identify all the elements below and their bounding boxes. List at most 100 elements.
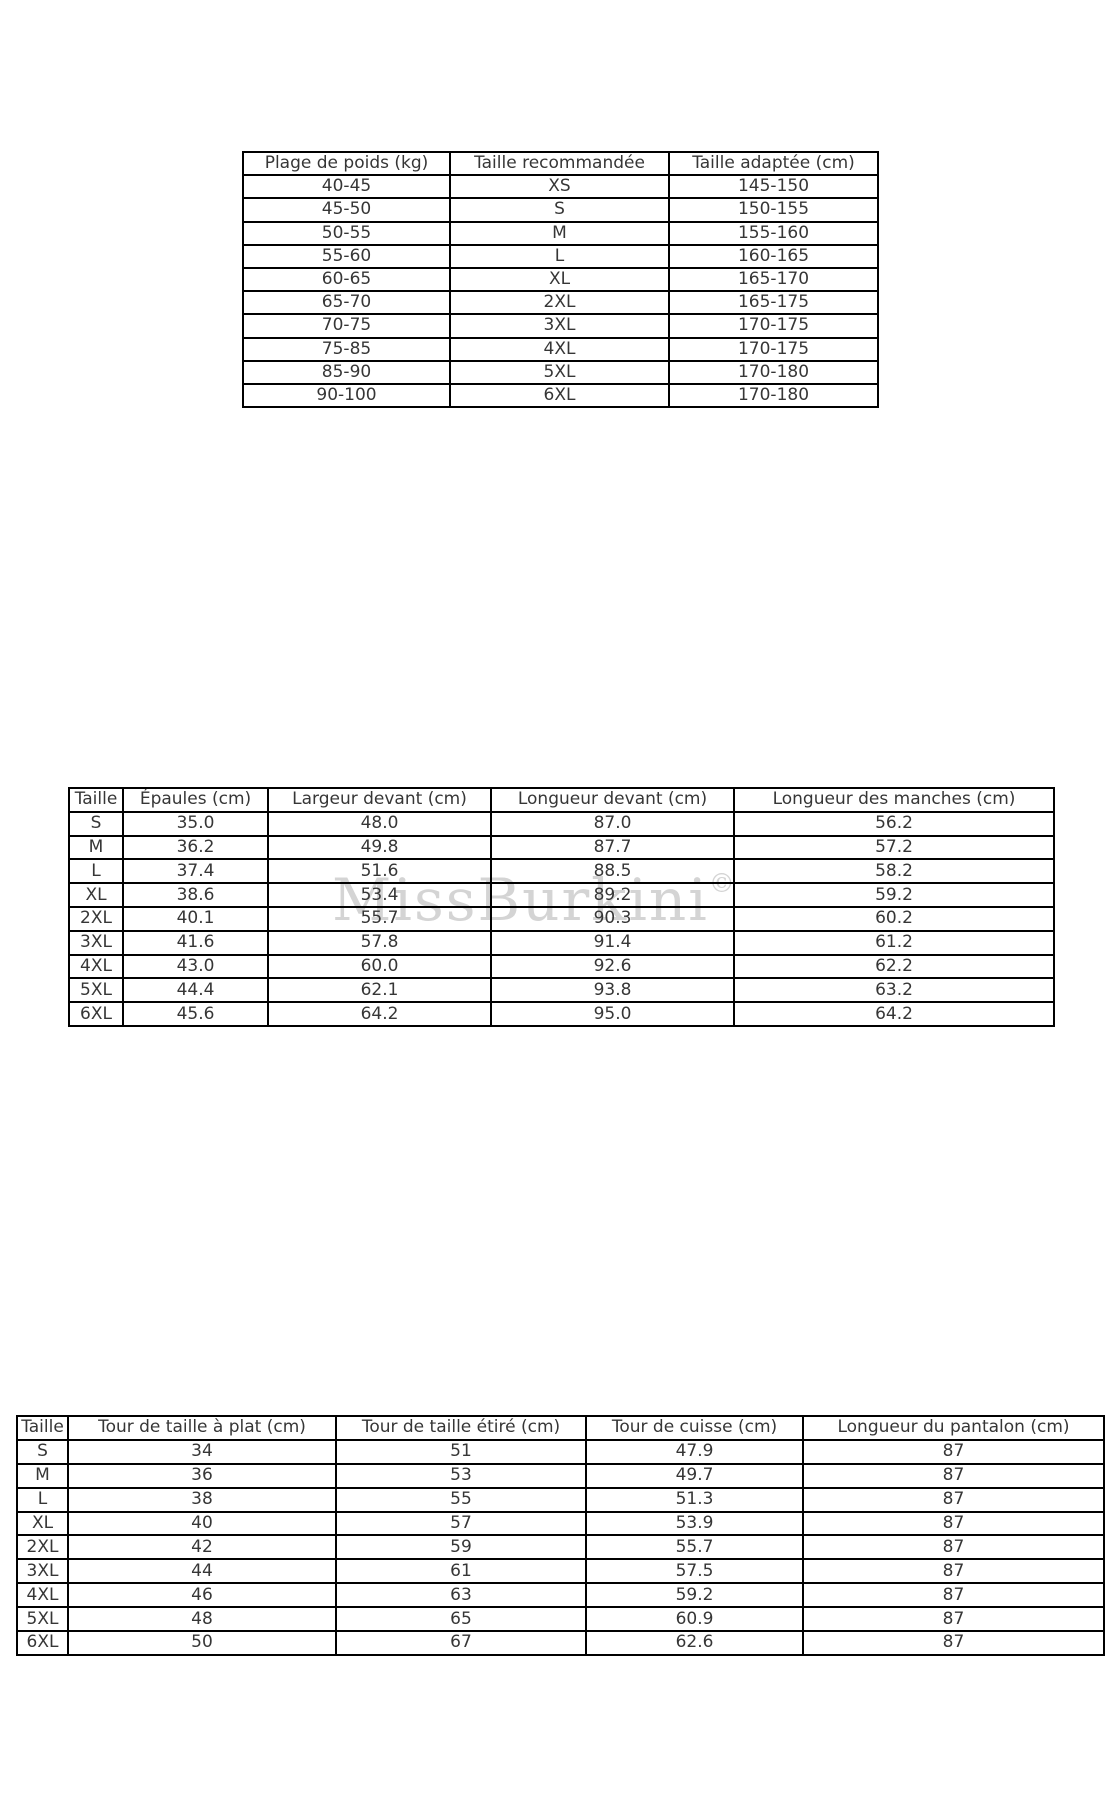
table-row: M 36.2 49.8 87.7 57.2 xyxy=(68,834,1055,861)
table-cell: 51.6 xyxy=(267,858,492,885)
header-row: Taille Épaules (cm) Largeur devant (cm) Lon… xyxy=(68,787,1055,813)
table-cell: 59.2 xyxy=(585,1582,804,1609)
table-cell: 165-170 xyxy=(668,266,879,293)
table-cell: 57.5 xyxy=(585,1558,804,1585)
table-cell: 64.2 xyxy=(733,1001,1055,1027)
table-cell: 37.4 xyxy=(122,858,269,885)
table-cell: 57.8 xyxy=(267,929,492,956)
table-cell: 40-45 xyxy=(242,174,451,200)
table-row: 6XL 45.6 64.2 95.0 64.2 xyxy=(68,1001,1055,1027)
table-cell: 87.0 xyxy=(490,810,735,837)
table-cell: 89.2 xyxy=(490,882,735,908)
table-cell: 93.8 xyxy=(490,977,735,1004)
table-cell: 65 xyxy=(335,1606,587,1633)
table-cell: 55.7 xyxy=(267,905,492,932)
table-cell: 150-155 xyxy=(668,197,879,223)
table-cell: 87 xyxy=(802,1582,1105,1609)
table-cell: 91.4 xyxy=(490,929,735,956)
table-cell: 87 xyxy=(802,1558,1105,1585)
table-cell: 5XL xyxy=(449,359,670,385)
table-cell: 62.6 xyxy=(585,1630,804,1656)
column-header: Largeur devant (cm) xyxy=(267,787,492,813)
table-row: L 37.4 51.6 88.5 58.2 xyxy=(68,858,1055,885)
column-header: Longueur du pantalon (cm) xyxy=(802,1415,1105,1441)
header-row: Taille Tour de taille à plat (cm) Tour de … xyxy=(16,1415,1105,1441)
column-header: Tour de taille à plat (cm) xyxy=(67,1415,337,1441)
table-cell: 63 xyxy=(335,1582,587,1609)
table-cell: 60-65 xyxy=(242,266,451,293)
table-cell: 43.0 xyxy=(122,953,269,980)
table-cell: 85-90 xyxy=(242,359,451,385)
table-cell: 3XL xyxy=(68,929,124,956)
table-cell: 35.0 xyxy=(122,810,269,837)
column-header: Tour de cuisse (cm) xyxy=(585,1415,804,1441)
table-cell: 155-160 xyxy=(668,220,879,246)
table-cell: 160-165 xyxy=(668,243,879,269)
table-cell: 2XL xyxy=(449,290,670,316)
table-cell: L xyxy=(16,1486,69,1513)
table-cell: 2XL xyxy=(16,1534,69,1561)
table-cell: 47.9 xyxy=(585,1438,804,1465)
table-cell: 5XL xyxy=(68,977,124,1004)
column-header: Taille adaptée (cm) xyxy=(668,150,879,177)
table-cell: 49.8 xyxy=(267,834,492,861)
table-cell: 40 xyxy=(67,1510,337,1537)
table-cell: 87 xyxy=(802,1462,1105,1489)
table-cell: 62.1 xyxy=(267,977,492,1004)
table-cell: 75-85 xyxy=(242,336,451,362)
table-cell: 65-70 xyxy=(242,290,451,316)
table-row: 5XL 44.4 62.1 93.8 63.2 xyxy=(68,977,1055,1004)
table-cell: L xyxy=(68,858,124,885)
table-cell: 55.7 xyxy=(585,1534,804,1561)
table-cell: 64.2 xyxy=(267,1001,492,1027)
table-cell: M xyxy=(16,1462,69,1489)
table-cell: 87 xyxy=(802,1534,1105,1561)
table-cell: 60.0 xyxy=(267,953,492,980)
table-cell: 87 xyxy=(802,1630,1105,1656)
table-cell: 48 xyxy=(67,1606,337,1633)
table-cell: 92.6 xyxy=(490,953,735,980)
column-header: Taille xyxy=(16,1415,69,1441)
table-row: L 38 55 51.3 87 xyxy=(16,1486,1105,1513)
table-row: 85-90 5XL 170-180 xyxy=(242,359,879,385)
table-row: 75-85 4XL 170-175 xyxy=(242,336,879,362)
table-cell: 4XL xyxy=(449,336,670,362)
table-cell: 38 xyxy=(67,1486,337,1513)
table-row: 3XL 44 61 57.5 87 xyxy=(16,1558,1105,1585)
table-cell: 87 xyxy=(802,1510,1105,1537)
table-cell: XL xyxy=(68,882,124,908)
table-cell: 87 xyxy=(802,1486,1105,1513)
table-cell: 59 xyxy=(335,1534,587,1561)
table-row: 2XL 40.1 55.7 90.3 60.2 xyxy=(68,905,1055,932)
table-cell: 87 xyxy=(802,1438,1105,1465)
table-row: 45-50 S 150-155 xyxy=(242,197,879,223)
table-cell: 59.2 xyxy=(733,882,1055,908)
table-cell: 6XL xyxy=(68,1001,124,1027)
column-header: Longueur des manches (cm) xyxy=(733,787,1055,813)
table-cell: 58.2 xyxy=(733,858,1055,885)
table-cell: 145-150 xyxy=(668,174,879,200)
table-cell: 170-175 xyxy=(668,313,879,339)
table-cell: 61.2 xyxy=(733,929,1055,956)
top-measurements-table: Taille Épaules (cm) Largeur devant (cm) Lon… xyxy=(68,787,1055,1027)
table-cell: 60.9 xyxy=(585,1606,804,1633)
column-header: Plage de poids (kg) xyxy=(242,150,451,177)
table-row: 60-65 XL 165-170 xyxy=(242,266,879,293)
table-cell: 63.2 xyxy=(733,977,1055,1004)
table-cell: L xyxy=(449,243,670,269)
table-row: M 36 53 49.7 87 xyxy=(16,1462,1105,1489)
table-cell: 50-55 xyxy=(242,220,451,246)
table-cell: 67 xyxy=(335,1630,587,1656)
table-cell: 3XL xyxy=(449,313,670,339)
table-row: S 35.0 48.0 87.0 56.2 xyxy=(68,810,1055,837)
table-cell: 45-50 xyxy=(242,197,451,223)
table-cell: 170-180 xyxy=(668,382,879,409)
table-cell: 42 xyxy=(67,1534,337,1561)
table-cell: 53.9 xyxy=(585,1510,804,1537)
table-cell: 4XL xyxy=(16,1582,69,1609)
table-row: 4XL 43.0 60.0 92.6 62.2 xyxy=(68,953,1055,980)
table-cell: XS xyxy=(449,174,670,200)
table-cell: 38.6 xyxy=(122,882,269,908)
header-row: Plage de poids (kg) Taille recommandée Tai… xyxy=(242,150,879,177)
table-cell: 53.4 xyxy=(267,882,492,908)
